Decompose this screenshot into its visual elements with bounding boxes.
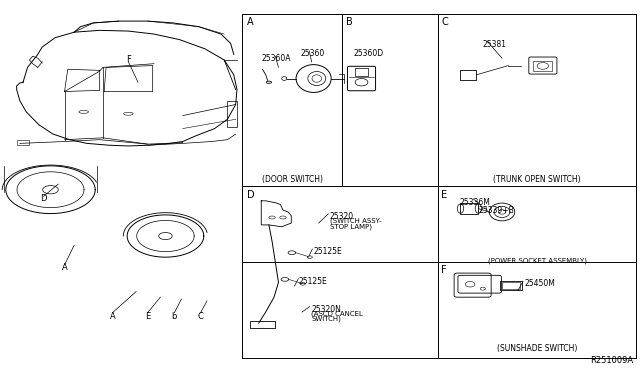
Text: STOP LAMP): STOP LAMP) [330, 223, 372, 230]
Text: A: A [246, 17, 253, 28]
Bar [502, 282, 520, 289]
Text: C: C [442, 17, 448, 28]
Text: 25320: 25320 [330, 212, 354, 221]
Text: 25336M: 25336M [460, 198, 490, 207]
Bar [533, 61, 552, 71]
Text: (SWITCH ASSY-: (SWITCH ASSY- [330, 218, 381, 224]
Text: 25125E: 25125E [299, 277, 328, 286]
Bar [17, 140, 29, 145]
Text: R251009A: R251009A [590, 356, 633, 365]
Bar [250, 321, 275, 328]
Bar [461, 70, 476, 80]
Text: 25360: 25360 [301, 49, 325, 58]
Text: A: A [109, 312, 115, 321]
Text: 25360A: 25360A [261, 54, 291, 64]
Bar [227, 101, 237, 127]
Text: 25339+B: 25339+B [478, 206, 514, 215]
Text: B: B [346, 17, 352, 28]
Text: 25125E: 25125E [314, 247, 342, 256]
Text: D: D [40, 195, 47, 203]
Bar [500, 280, 522, 290]
Text: C: C [198, 312, 204, 321]
Text: (POWER SOCKET ASSEMBLY): (POWER SOCKET ASSEMBLY) [488, 257, 587, 264]
Text: (DOOR SWITCH): (DOOR SWITCH) [262, 175, 323, 184]
Text: SWITCH): SWITCH) [311, 316, 341, 322]
Bar [355, 68, 368, 76]
Text: b: b [172, 312, 177, 321]
Text: F: F [126, 55, 131, 64]
Text: D: D [246, 190, 254, 200]
Text: (SUNSHADE SWITCH): (SUNSHADE SWITCH) [497, 343, 577, 353]
Text: (TRUNK OPEN SWITCH): (TRUNK OPEN SWITCH) [493, 175, 581, 184]
Text: 25320N: 25320N [311, 305, 341, 314]
Text: 25381: 25381 [483, 39, 507, 49]
Text: E: E [145, 312, 150, 321]
Bar [461, 203, 478, 214]
Text: 25450M: 25450M [524, 279, 556, 288]
Text: A: A [61, 263, 67, 272]
Text: E: E [442, 190, 447, 200]
Text: 25360D: 25360D [353, 49, 383, 58]
Text: (ASCD CANCEL: (ASCD CANCEL [311, 310, 363, 317]
Text: F: F [442, 265, 447, 275]
